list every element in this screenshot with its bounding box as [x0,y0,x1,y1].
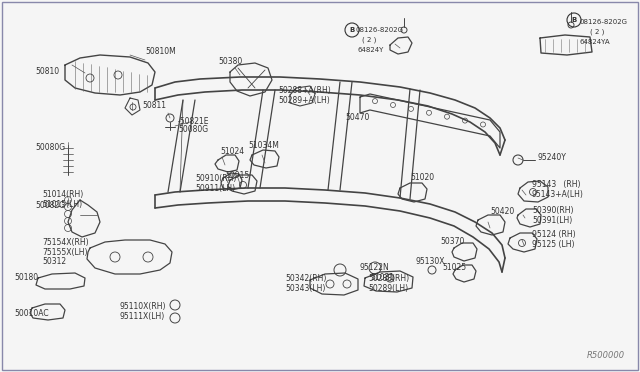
Text: 95143+A(LH): 95143+A(LH) [532,190,584,199]
Text: 50915: 50915 [225,170,249,180]
Text: R500000: R500000 [587,351,625,360]
Text: 50289(LH): 50289(LH) [368,283,408,292]
Text: 51014(RH): 51014(RH) [42,190,83,199]
Text: 50180-: 50180- [14,273,41,282]
Text: 95122N: 95122N [360,263,390,273]
Text: 95240Y: 95240Y [538,154,567,163]
Text: 50289+A(LH): 50289+A(LH) [278,96,330,105]
Text: 50910(RH): 50910(RH) [195,173,236,183]
Text: 95130X: 95130X [415,257,445,266]
Text: 51024: 51024 [220,148,244,157]
Text: B: B [349,27,355,33]
Text: 50080G: 50080G [35,144,65,153]
Text: 50380: 50380 [218,58,243,67]
Text: 50288+A(RH): 50288+A(RH) [278,86,331,94]
Text: 50288(RH): 50288(RH) [368,273,409,282]
Text: 50010AC: 50010AC [14,308,49,317]
Text: B: B [572,17,577,23]
Text: 50810: 50810 [35,67,59,77]
Text: 95124 (RH): 95124 (RH) [532,231,575,240]
Text: 51015(LH): 51015(LH) [42,201,82,209]
Text: 75155X(LH): 75155X(LH) [42,247,88,257]
Text: 50391(LH): 50391(LH) [532,215,572,224]
Text: 95110X(RH): 95110X(RH) [120,301,166,311]
Text: 50342(RH): 50342(RH) [285,273,326,282]
Text: ( 2 ): ( 2 ) [362,37,376,43]
Text: 50811: 50811 [142,100,166,109]
Text: 50911(LH): 50911(LH) [195,183,235,192]
Text: 75154X(RH): 75154X(RH) [42,237,88,247]
Text: 50082G: 50082G [35,201,65,209]
Text: ( 2 ): ( 2 ) [590,29,604,35]
Text: 51020: 51020 [410,173,434,183]
Text: 50343(LH): 50343(LH) [285,283,325,292]
Text: 95125 (LH): 95125 (LH) [532,241,575,250]
Text: 50470: 50470 [345,113,369,122]
Text: 64824Y: 64824Y [358,47,385,53]
Text: 64824YA: 64824YA [580,39,611,45]
Text: 51031: 51031 [370,273,394,282]
Text: 95143   (RH): 95143 (RH) [532,180,580,189]
Text: 51034M: 51034M [248,141,279,150]
Text: 95111X(LH): 95111X(LH) [120,311,165,321]
Text: 08126-8202G: 08126-8202G [580,19,628,25]
Text: 50810M: 50810M [145,48,176,57]
Text: 50080G: 50080G [178,125,208,135]
Text: 51025: 51025 [442,263,466,273]
Text: 50312: 50312 [42,257,66,266]
Text: 50370: 50370 [440,237,465,247]
Text: 08126-8202G: 08126-8202G [355,27,403,33]
Text: 50420: 50420 [490,208,515,217]
Text: 50390(RH): 50390(RH) [532,205,573,215]
Text: -50821E: -50821E [178,118,209,126]
